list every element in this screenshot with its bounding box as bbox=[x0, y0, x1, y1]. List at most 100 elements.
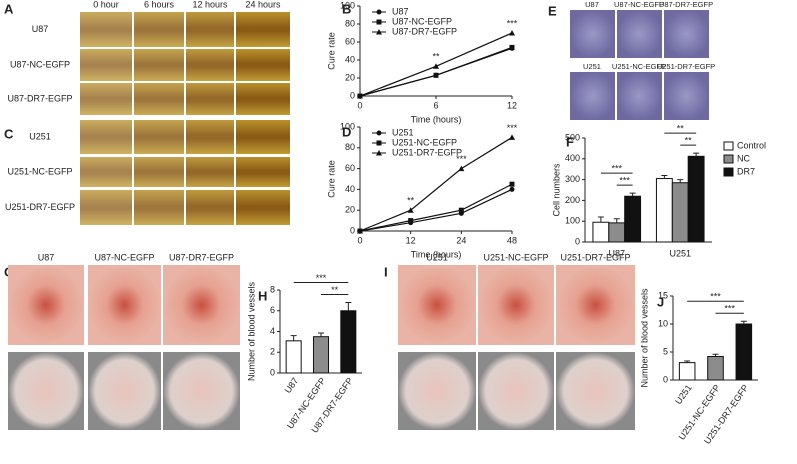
photo-label: U87-NC-EGFP bbox=[614, 0, 664, 9]
bar bbox=[624, 195, 642, 243]
y-axis-label: Cure rate bbox=[326, 160, 336, 198]
y-tick-label: 300 bbox=[565, 174, 580, 184]
panel-label: H bbox=[258, 288, 267, 303]
photo bbox=[186, 120, 234, 154]
photo bbox=[664, 10, 709, 58]
bar bbox=[678, 362, 696, 381]
significance-label: *** bbox=[710, 292, 721, 302]
x-tick-label: 0 bbox=[357, 100, 362, 110]
y-tick-label: 20 bbox=[345, 205, 355, 215]
error-bar bbox=[597, 216, 604, 223]
legend-label: U87 bbox=[392, 6, 409, 16]
photo bbox=[88, 352, 161, 430]
x-axis-label: Time (hours) bbox=[411, 249, 462, 259]
y-tick-label: 400 bbox=[565, 153, 580, 163]
panel-label: D bbox=[342, 124, 351, 139]
legend-label: Control bbox=[737, 140, 766, 150]
legend-label: NC bbox=[737, 153, 750, 163]
error-bar bbox=[290, 335, 297, 341]
significance-label: ** bbox=[331, 285, 339, 295]
error-bar bbox=[677, 179, 684, 183]
photo bbox=[134, 190, 184, 225]
marker bbox=[376, 150, 382, 156]
y-tick-label: 0 bbox=[663, 374, 668, 384]
photo-label: U251 bbox=[583, 62, 601, 71]
y-axis-label: Number of blood vessels bbox=[639, 288, 649, 388]
row-label: U87-NC-EGFP bbox=[10, 59, 70, 69]
bar bbox=[340, 310, 357, 374]
legend-label: U87-DR7-EGFP bbox=[392, 26, 457, 36]
photo bbox=[134, 12, 184, 47]
photo bbox=[134, 49, 184, 81]
significance-label: *** bbox=[316, 273, 327, 283]
x-tick-label: 48 bbox=[507, 235, 517, 245]
x-tick-label: U87 bbox=[283, 376, 301, 395]
photo bbox=[134, 157, 184, 187]
y-axis-label: Cure rate bbox=[326, 32, 336, 70]
bar bbox=[312, 336, 330, 374]
marker bbox=[376, 19, 382, 25]
photo bbox=[664, 72, 709, 120]
panel-label: B bbox=[342, 1, 351, 16]
photo bbox=[134, 83, 184, 115]
marker bbox=[408, 218, 414, 224]
y-tick-label: 4 bbox=[270, 326, 275, 336]
panel-label: F bbox=[566, 134, 574, 149]
photo bbox=[80, 190, 132, 225]
column-header: 6 hours bbox=[144, 0, 175, 9]
y-axis-label: Number of blood vessels bbox=[246, 281, 256, 381]
panel-label: A bbox=[4, 1, 14, 16]
y-tick-label: 10 bbox=[658, 318, 668, 328]
significance-label: ** bbox=[685, 136, 693, 146]
marker bbox=[376, 9, 382, 15]
photo bbox=[556, 352, 635, 430]
legend-swatch bbox=[723, 141, 734, 151]
bar bbox=[285, 340, 302, 374]
photo bbox=[236, 12, 290, 47]
photo bbox=[236, 83, 290, 115]
line bbox=[359, 183, 513, 232]
significance-label: *** bbox=[611, 163, 622, 173]
error-bar bbox=[740, 320, 747, 324]
y-tick-label: 80 bbox=[345, 142, 355, 152]
marker bbox=[376, 29, 382, 35]
row-label: U87 bbox=[32, 24, 49, 34]
photo bbox=[80, 12, 132, 47]
marker bbox=[433, 72, 439, 78]
photo bbox=[556, 265, 635, 345]
panel-label: J bbox=[657, 294, 664, 309]
y-tick-label: 6 bbox=[270, 305, 275, 315]
photo bbox=[570, 10, 615, 58]
marker bbox=[407, 207, 414, 213]
row-label: U87-DR7-EGFP bbox=[7, 93, 72, 103]
legend-swatch bbox=[723, 154, 734, 164]
photo-label: U87-NC-EGFP bbox=[94, 252, 154, 262]
y-tick-label: 8 bbox=[270, 284, 275, 294]
error-bar bbox=[318, 332, 324, 337]
line bbox=[359, 188, 513, 232]
legend-swatch bbox=[723, 167, 734, 177]
y-tick-label: 60 bbox=[345, 163, 355, 173]
y-tick-label: 200 bbox=[565, 195, 580, 205]
y-tick-label: 40 bbox=[345, 54, 355, 64]
photo bbox=[236, 157, 290, 187]
x-axis-label: Time (hours) bbox=[411, 114, 462, 124]
marker bbox=[509, 44, 515, 50]
legend-label: U251 bbox=[392, 127, 414, 137]
photo bbox=[570, 72, 615, 120]
photo bbox=[80, 83, 132, 115]
panel-label: I bbox=[384, 264, 388, 279]
photo bbox=[186, 12, 234, 47]
significance-label: ** bbox=[677, 124, 685, 134]
bar bbox=[671, 182, 689, 243]
y-axis-label: Cell numbers bbox=[551, 163, 561, 217]
photo bbox=[163, 265, 240, 345]
error-bar bbox=[693, 152, 700, 157]
significance-label: *** bbox=[724, 304, 735, 314]
bar bbox=[735, 323, 753, 381]
photo-label: U251-NC-EGFP bbox=[612, 62, 666, 71]
photo bbox=[163, 352, 240, 430]
photo bbox=[80, 120, 132, 154]
y-tick-label: 100 bbox=[340, 121, 355, 131]
photo bbox=[8, 265, 84, 345]
